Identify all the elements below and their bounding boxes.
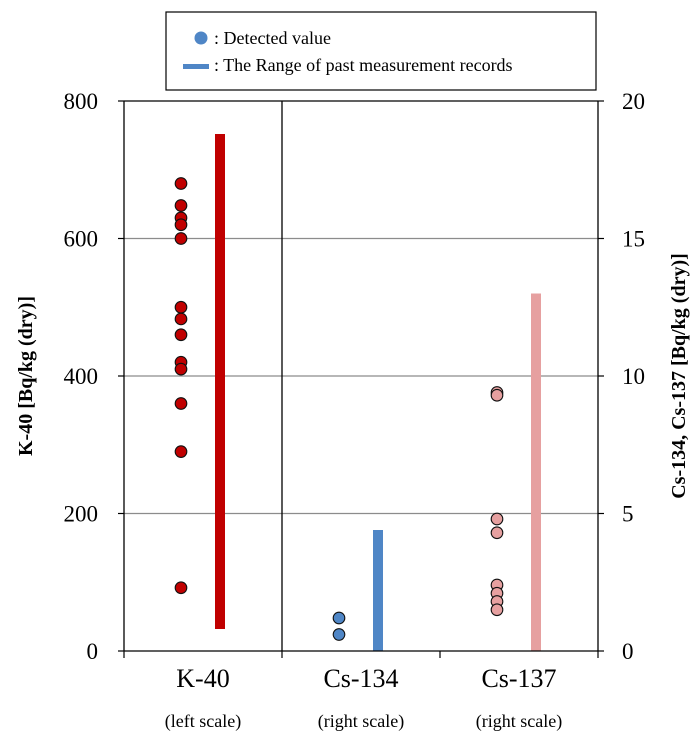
y-tick-labels: 0 200 400 600 800 0 5 10 15 20 bbox=[64, 89, 646, 664]
category-scale-note: (left scale) bbox=[165, 711, 241, 732]
legend: : Detected value : The Range of past mea… bbox=[165, 11, 597, 91]
detected-point bbox=[174, 300, 188, 314]
y-left-axis-title: K-40 [Bq/kg (dry)] bbox=[15, 296, 37, 456]
y-right-tick-label: 15 bbox=[622, 227, 645, 252]
detected-point bbox=[174, 218, 188, 232]
range-bars bbox=[215, 134, 541, 651]
detected-point bbox=[174, 362, 188, 376]
y-left-tick-label: 600 bbox=[64, 227, 99, 252]
detected-point bbox=[174, 445, 188, 458]
legend-range-marker bbox=[183, 64, 209, 69]
legend-detected-marker bbox=[194, 31, 208, 45]
legend-box bbox=[165, 11, 597, 91]
range-bar bbox=[531, 293, 541, 651]
category-label: Cs-134 bbox=[323, 664, 398, 693]
y-right-axis-title: Cs-134, Cs-137 [Bq/kg (dry)] bbox=[668, 253, 690, 499]
y-right-tick-label: 10 bbox=[622, 364, 645, 389]
legend-range-label: : The Range of past measurement records bbox=[214, 55, 513, 75]
detected-point bbox=[174, 232, 188, 245]
detected-point bbox=[332, 611, 346, 625]
category-label: K-40 bbox=[176, 664, 229, 693]
y-left-tick-label: 400 bbox=[64, 364, 99, 389]
category-label: Cs-137 bbox=[481, 664, 556, 693]
range-bar bbox=[373, 530, 383, 651]
grid bbox=[124, 237, 598, 515]
detected-point bbox=[490, 512, 504, 526]
detected-point bbox=[174, 581, 188, 595]
detected-point bbox=[490, 526, 504, 540]
y-right-tick-label: 5 bbox=[622, 502, 634, 527]
legend-detected-label: : Detected value bbox=[214, 28, 331, 48]
category-scale-note: (right scale) bbox=[476, 711, 562, 732]
detected-point bbox=[174, 397, 188, 410]
detected-point bbox=[174, 199, 188, 212]
detected-points bbox=[174, 177, 504, 641]
y-right-tick-label: 0 bbox=[622, 639, 634, 664]
y-left-tick-label: 800 bbox=[64, 89, 99, 114]
y-right-tick-label: 20 bbox=[622, 89, 645, 114]
detected-point bbox=[174, 177, 188, 190]
detected-point bbox=[174, 312, 188, 326]
detected-point bbox=[490, 603, 504, 617]
detected-point bbox=[174, 328, 188, 342]
x-category-labels: K-40 (left scale) Cs-134 (right scale) Cs-13… bbox=[165, 664, 562, 732]
plot-frame bbox=[118, 100, 604, 658]
category-scale-note: (right scale) bbox=[318, 711, 404, 732]
detected-point bbox=[490, 388, 504, 402]
y-left-tick-label: 0 bbox=[87, 639, 99, 664]
range-bar bbox=[215, 134, 225, 629]
y-left-tick-label: 200 bbox=[64, 502, 99, 527]
detected-point bbox=[332, 628, 346, 641]
